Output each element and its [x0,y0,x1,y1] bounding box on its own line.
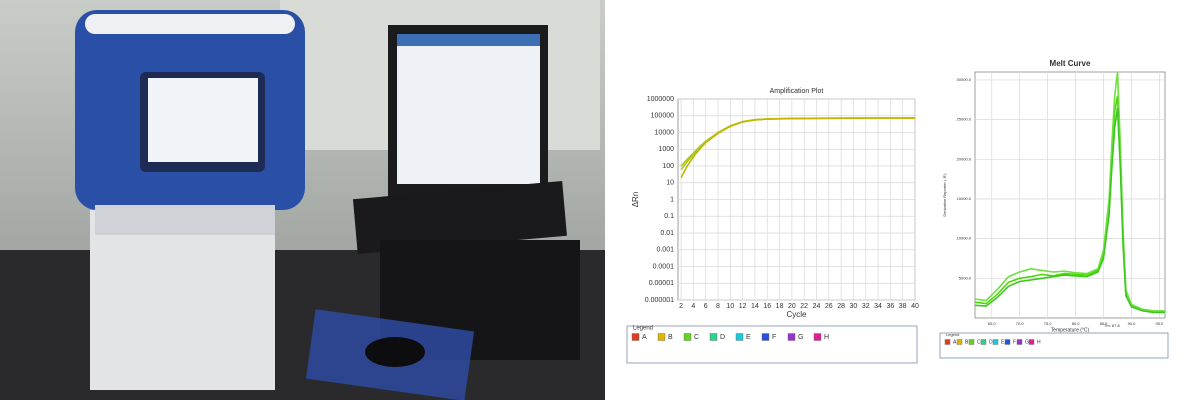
x-tick-label: 26 [825,303,833,310]
x-tick-label: 8 [716,303,720,310]
data-line [974,71,1165,312]
legend-label: F [772,334,776,341]
plot-area [974,71,1166,319]
x-tick-label: 85.0 [1100,321,1109,326]
legend-swatch [761,333,770,341]
legend-label: A [953,339,957,345]
x-tick-label: 90.0 [1128,321,1137,326]
x-tick-label: 18 [776,303,784,310]
x-tick-label: 65.0 [988,321,997,326]
x-tick-label: 6 [704,303,708,310]
legend-swatch [956,339,963,345]
legend-swatch [787,333,796,341]
legend-label: C [977,339,981,345]
legend-swatch [1028,339,1035,345]
x-tick-label: 40 [911,303,919,310]
y-tick-label: 10000.0 [957,236,972,241]
legend-swatch [992,339,999,345]
legend-label: E [1001,339,1005,345]
x-tick-label: 95.0 [1156,321,1165,326]
legend-swatch [735,333,744,341]
x-tick-label: 10 [726,303,734,310]
legend-label: E [746,334,751,341]
x-tick-label: 32 [862,303,870,310]
y-tick-label: 100000 [651,113,674,120]
legend-label: D [989,339,993,345]
data-line [974,107,1165,314]
y-tick-label: 1 [670,196,674,203]
y-tick-label: 1000000 [647,96,674,103]
x-tick-label: 36 [886,303,894,310]
x-tick-label: 28 [837,303,845,310]
y-tick-label: 0.001 [656,247,674,254]
x-tick-label: 34 [874,303,882,310]
y-tick-label: 5000.0 [959,275,972,280]
legend-label: B [965,339,969,345]
legend-swatch [657,333,666,341]
y-axis-label: Derivative Reporter (-R') [942,173,947,217]
legend-label: H [824,334,829,341]
legend-title: Legend [946,332,959,337]
y-tick-label: 30000.0 [957,77,972,82]
x-tick-label: 30 [850,303,858,310]
x-tick-label: 12 [739,303,747,310]
legend-swatch [980,339,987,345]
x-tick-label: 80.0 [1072,321,1081,326]
y-tick-label: 20000.0 [957,156,972,161]
x-tick-label: 70.0 [1016,321,1025,326]
data-line [680,117,915,179]
y-tick-label: 10000 [655,129,675,136]
y-tick-label: 0.00001 [649,280,674,287]
x-tick-label: 14 [751,303,759,310]
y-tick-label: 0.0001 [653,263,675,270]
legend-swatch [1016,339,1023,345]
y-tick-label: 0.1 [664,213,674,220]
y-tick-label: 100 [662,163,674,170]
lab-photo [0,0,605,400]
legend-label: A [642,334,647,341]
legend-swatch [683,333,692,341]
legend-box [939,332,1169,359]
x-tick-label: 4 [691,303,695,310]
chart-title: Melt Curve [1050,59,1091,68]
legend-swatch [813,333,822,341]
legend-label: D [720,334,725,341]
legend-label: H [1037,339,1041,345]
annotation: Tm: 87.6 [1104,323,1121,328]
legend-label: B [668,334,673,341]
x-tick-label: 38 [899,303,907,310]
x-tick-label: 24 [813,303,821,310]
legend-swatch [631,333,640,341]
legend-title: Legend [633,326,653,332]
legend-label: G [798,334,803,341]
legend-swatch [1004,339,1011,345]
legend-label: C [694,334,699,341]
x-tick-label: 20 [788,303,796,310]
x-tick-label: 75.0 [1044,321,1053,326]
y-axis-label: ΔRn [631,192,640,208]
legend-label: F [1013,339,1016,345]
y-tick-label: 10 [666,180,674,187]
y-tick-label: 15000.0 [957,196,972,201]
legend-label: G [1025,339,1029,345]
x-tick-label: 22 [800,303,808,310]
y-tick-label: 0.000001 [645,297,674,304]
y-tick-label: 1000 [658,146,674,153]
x-tick-label: 16 [763,303,771,310]
y-tick-label: 0.01 [660,230,674,237]
legend-swatch [709,333,718,341]
y-tick-label: 25000.0 [957,117,972,122]
chart-title: Amplification Plot [770,88,824,95]
x-axis-label: Temperature (°C) [1051,327,1090,333]
legend-swatch [944,339,951,345]
legend-box [626,325,918,364]
x-axis-label: Cycle [786,310,807,319]
legend-swatch [968,339,975,345]
x-tick-label: 2 [679,303,683,310]
